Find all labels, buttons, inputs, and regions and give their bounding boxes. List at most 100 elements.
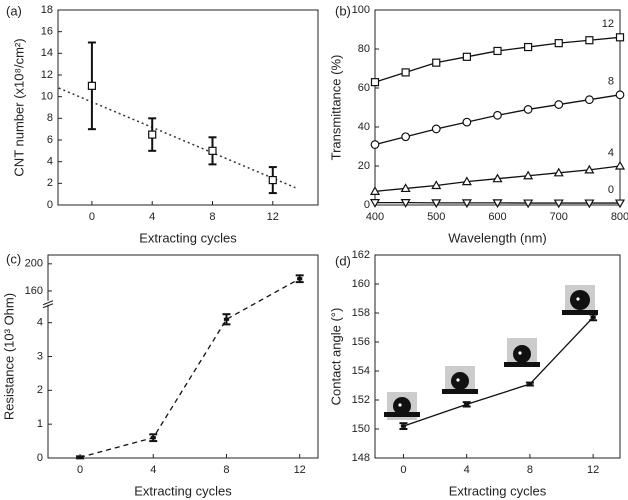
panel-label: (a) [6, 3, 22, 18]
marker [432, 58, 441, 67]
marker [464, 402, 470, 406]
marker [87, 81, 97, 90]
droplet-images [384, 285, 598, 420]
panel-label: (d) [335, 253, 351, 268]
axis-break [42, 303, 54, 309]
y-tick-label: 200 [25, 258, 43, 270]
marker [614, 160, 626, 170]
marker [523, 199, 534, 209]
series-label: 8 [608, 76, 614, 88]
marker [77, 455, 83, 459]
y-tick-label: 100 [352, 4, 370, 16]
panel-label: (c) [6, 251, 21, 266]
data-line [374, 36, 621, 83]
marker [268, 175, 277, 185]
x-tick-label: 4 [464, 464, 470, 476]
x-axis-label: Wavelength (nm) [448, 230, 547, 245]
plot-frame [57, 9, 319, 206]
y-tick-label: 6 [47, 134, 53, 146]
marker [585, 36, 594, 45]
x-tick-label: 12 [587, 464, 599, 476]
trend-line [58, 87, 296, 189]
x-axis-label: Extracting cycles [134, 483, 232, 498]
panel: (c) Extracting cycles Resistance (10³ Ohm)… [1, 251, 319, 498]
y-tick-label: 4 [47, 156, 53, 168]
marker [554, 39, 563, 48]
axis-break [42, 300, 54, 306]
x-tick-label: 0 [89, 211, 95, 223]
y-tick-label: 60 [358, 82, 370, 94]
y-tick-label: 150 [352, 423, 370, 435]
marker [431, 199, 442, 209]
x-tick-label: 600 [488, 211, 506, 223]
plot-frame [47, 254, 319, 459]
marker [524, 42, 533, 52]
y-tick-label: 156 [352, 336, 370, 348]
y-tick-label: 160 [25, 285, 43, 297]
marker [493, 46, 502, 56]
series-label: 4 [608, 147, 614, 159]
x-tick-label: 800 [611, 211, 628, 223]
y-axis-label: Resistance (10³ Ohm) [1, 293, 16, 420]
x-tick-label: 500 [427, 211, 445, 223]
y-tick-label: 158 [352, 307, 370, 319]
marker [369, 199, 381, 208]
y-tick-label: 4 [37, 317, 43, 329]
marker [400, 424, 407, 428]
y-tick-label: 1 [37, 418, 43, 430]
x-tick-label: 8 [209, 211, 215, 223]
y-tick-label: 2 [37, 384, 43, 396]
y-tick-label: 162 [352, 249, 370, 261]
y-tick-label: 148 [352, 452, 370, 464]
x-axis-label: Extracting cycles [449, 483, 547, 498]
y-tick-label: 16 [41, 26, 53, 38]
marker [400, 183, 411, 193]
marker [369, 186, 381, 195]
marker [431, 124, 441, 134]
y-tick-label: 160 [352, 278, 370, 290]
x-axis-label: Extracting cycles [139, 230, 237, 245]
y-tick-label: 3 [37, 350, 43, 362]
panel-label: (b) [335, 3, 351, 18]
series-label: 0 [608, 184, 614, 196]
y-tick-label: 152 [352, 394, 370, 406]
marker [554, 100, 564, 109]
x-tick-label: 8 [527, 464, 533, 476]
y-tick-label: 80 [358, 43, 370, 55]
x-tick-label: 4 [150, 464, 156, 476]
marker [400, 199, 411, 208]
marker [584, 199, 595, 209]
marker [401, 132, 411, 142]
marker [401, 68, 410, 77]
y-tick-label: 40 [358, 121, 370, 133]
marker [523, 170, 534, 180]
y-tick-label: 18 [41, 4, 53, 16]
x-tick-label: 0 [400, 464, 406, 476]
marker [223, 317, 230, 321]
x-tick-label: 12 [267, 211, 279, 223]
panel: (a) Extracting cycles CNT number (x10⁸/cm²… [6, 3, 319, 245]
marker [462, 117, 472, 127]
marker [492, 173, 503, 183]
marker [461, 199, 472, 209]
panel: (b)Wavelength (nm)Transmittance (%)400 50… [328, 3, 628, 245]
y-tick-label: 20 [358, 160, 370, 172]
marker [431, 180, 442, 190]
y-tick-label: 8 [47, 112, 53, 124]
y-tick-label: 0 [364, 199, 370, 211]
x-tick-label: 0 [77, 464, 83, 476]
marker [615, 90, 625, 100]
marker [462, 52, 471, 61]
marker [492, 199, 503, 209]
x-tick-label: 4 [149, 211, 155, 223]
x-tick-label: 12 [294, 464, 306, 476]
y-tick-label: 2 [47, 177, 53, 189]
marker [523, 105, 533, 114]
y-axis-label: Contact angle (°) [328, 308, 343, 406]
marker [584, 164, 595, 174]
data-line [79, 278, 301, 458]
y-tick-label: 12 [41, 69, 53, 81]
marker [553, 167, 564, 177]
y-axis-label: CNT number (x10⁸/cm²) [11, 38, 26, 176]
